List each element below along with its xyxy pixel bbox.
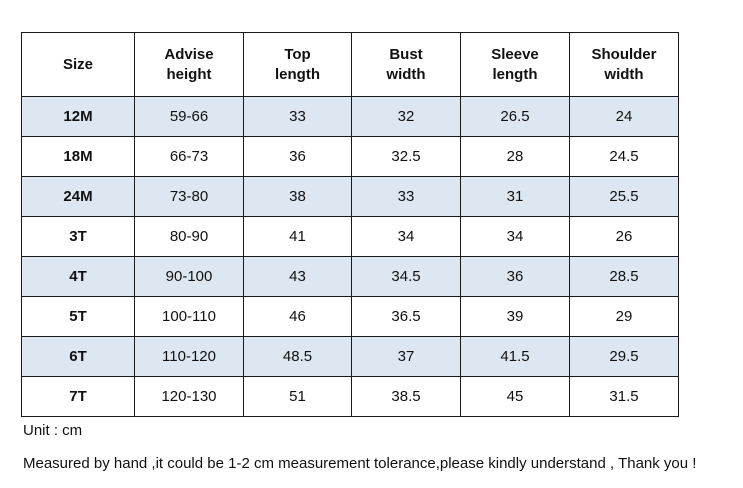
header-top-length-line2: length [275, 65, 320, 83]
cell-shoulder-width: 24 [569, 96, 679, 137]
cell-sleeve-length: 41.5 [460, 336, 570, 377]
size-chart-table: Size Advise height Top length Bust width… [21, 32, 679, 417]
cell-top-length: 46 [243, 296, 352, 337]
cell-size: 12M [21, 96, 135, 137]
cell-top-length: 33 [243, 96, 352, 137]
cell-sleeve-length: 28 [460, 136, 570, 177]
cell-sleeve-length: 31 [460, 176, 570, 217]
cell-top-length: 51 [243, 376, 352, 417]
header-size: Size [21, 32, 135, 97]
table-row: 12M 59-66 33 32 26.5 24 [21, 96, 679, 137]
cell-shoulder-width: 29.5 [569, 336, 679, 377]
table-row: 18M 66-73 36 32.5 28 24.5 [21, 136, 679, 177]
cell-advise-height: 59-66 [134, 96, 244, 137]
header-size-label: Size [62, 55, 93, 73]
cell-bust-width: 32.5 [351, 136, 461, 177]
cell-size: 5T [21, 296, 135, 337]
header-top-length-line1: Top [284, 45, 311, 63]
cell-advise-height: 100-110 [134, 296, 244, 337]
cell-size: 3T [21, 216, 135, 257]
header-advise-height-line2: height [166, 65, 212, 83]
table-row: 24M 73-80 38 33 31 25.5 [21, 176, 679, 217]
cell-shoulder-width: 26 [569, 216, 679, 257]
header-advise-height: Advise height [134, 32, 244, 97]
header-sleeve-length-line1: Sleeve [491, 45, 539, 63]
table-row: 6T 110-120 48.5 37 41.5 29.5 [21, 336, 679, 377]
cell-top-length: 38 [243, 176, 352, 217]
cell-shoulder-width: 24.5 [569, 136, 679, 177]
tolerance-note: Measured by hand ,it could be 1-2 cm mea… [23, 455, 697, 472]
table-header-row: Size Advise height Top length Bust width… [21, 32, 679, 97]
cell-size: 4T [21, 256, 135, 297]
table-row: 5T 100-110 46 36.5 39 29 [21, 296, 679, 337]
cell-top-length: 41 [243, 216, 352, 257]
cell-advise-height: 110-120 [134, 336, 244, 377]
cell-bust-width: 32 [351, 96, 461, 137]
cell-shoulder-width: 25.5 [569, 176, 679, 217]
cell-advise-height: 80-90 [134, 216, 244, 257]
cell-sleeve-length: 39 [460, 296, 570, 337]
cell-sleeve-length: 26.5 [460, 96, 570, 137]
cell-bust-width: 33 [351, 176, 461, 217]
cell-advise-height: 90-100 [134, 256, 244, 297]
cell-advise-height: 66-73 [134, 136, 244, 177]
header-advise-height-line1: Advise [164, 45, 214, 63]
table-row: 4T 90-100 43 34.5 36 28.5 [21, 256, 679, 297]
cell-shoulder-width: 29 [569, 296, 679, 337]
unit-note: Unit : cm [23, 422, 83, 439]
cell-sleeve-length: 34 [460, 216, 570, 257]
cell-size: 6T [21, 336, 135, 377]
cell-sleeve-length: 45 [460, 376, 570, 417]
header-shoulder-width: Shoulder width [569, 32, 679, 97]
cell-bust-width: 34 [351, 216, 461, 257]
cell-shoulder-width: 28.5 [569, 256, 679, 297]
cell-advise-height: 120-130 [134, 376, 244, 417]
cell-advise-height: 73-80 [134, 176, 244, 217]
cell-size: 7T [21, 376, 135, 417]
table-row: 7T 120-130 51 38.5 45 31.5 [21, 376, 679, 417]
header-shoulder-width-line2: width [604, 65, 644, 83]
header-sleeve-length: Sleeve length [460, 32, 570, 97]
cell-bust-width: 38.5 [351, 376, 461, 417]
cell-top-length: 48.5 [243, 336, 352, 377]
cell-top-length: 43 [243, 256, 352, 297]
cell-sleeve-length: 36 [460, 256, 570, 297]
header-bust-width-line1: Bust [389, 45, 423, 63]
header-top-length: Top length [243, 32, 352, 97]
cell-top-length: 36 [243, 136, 352, 177]
header-shoulder-width-line1: Shoulder [591, 45, 657, 63]
header-bust-width-line2: width [386, 65, 426, 83]
cell-bust-width: 37 [351, 336, 461, 377]
header-bust-width: Bust width [351, 32, 461, 97]
header-sleeve-length-line2: length [492, 65, 538, 83]
cell-bust-width: 36.5 [351, 296, 461, 337]
table-row: 3T 80-90 41 34 34 26 [21, 216, 679, 257]
cell-size: 24M [21, 176, 135, 217]
cell-size: 18M [21, 136, 135, 177]
cell-bust-width: 34.5 [351, 256, 461, 297]
cell-shoulder-width: 31.5 [569, 376, 679, 417]
